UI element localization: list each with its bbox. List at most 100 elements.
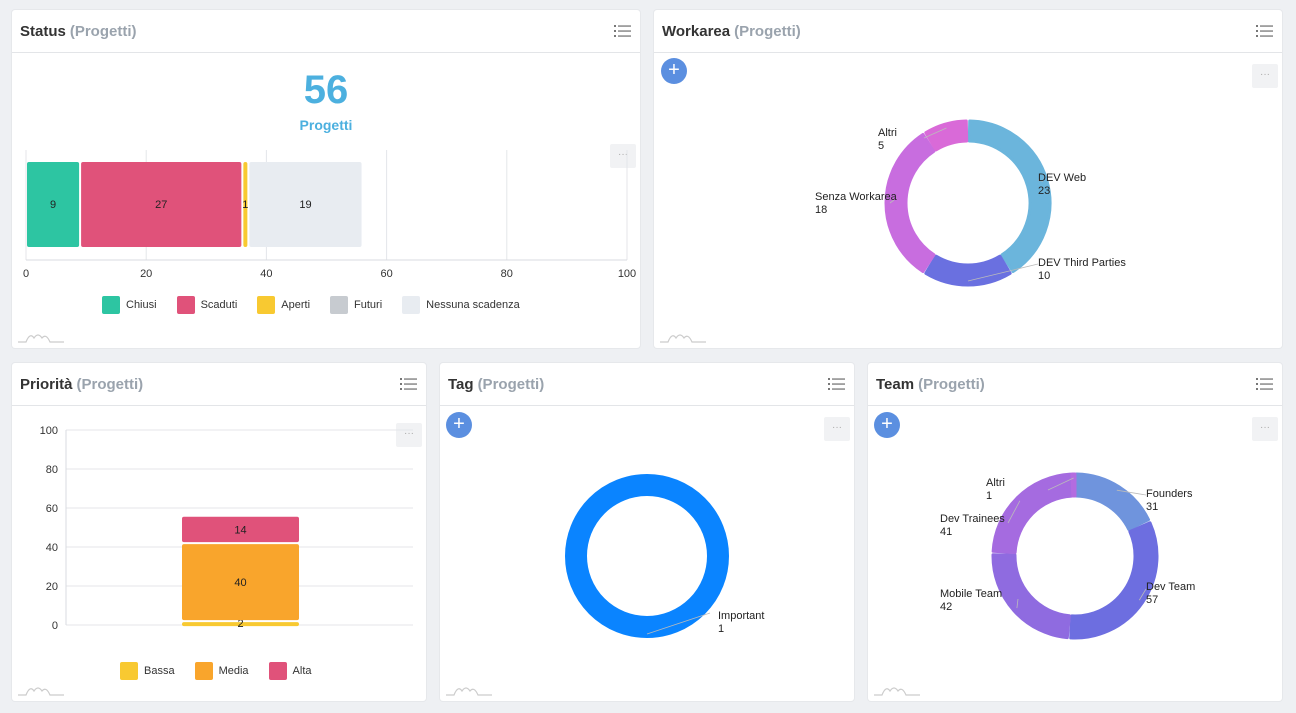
legend-label: Scaduti (200, 299, 238, 311)
sparkline-icon (874, 687, 920, 696)
bar-nessuna-scadenza (249, 162, 362, 247)
tag-title-text: Tag (448, 375, 474, 393)
slice-mobile-team (991, 553, 1071, 640)
tag-add-button[interactable]: + (446, 412, 472, 438)
y-tick-label: 60 (46, 503, 58, 515)
legend-item-futuri[interactable]: Futuri (330, 296, 382, 314)
slice-value-dev-team: 57 (1146, 594, 1158, 606)
legend-item-media[interactable]: Media (194, 662, 249, 680)
x-tick-label: 100 (618, 268, 636, 280)
priorita-more-button[interactable]: ··· (396, 423, 422, 447)
legend-swatch (257, 296, 276, 314)
status-title: Status (Progetti) (20, 23, 137, 40)
bar-media (182, 544, 299, 621)
tag-card: Tag (Progetti) + ··· Important 1 (440, 363, 854, 701)
team-title-text: Team (876, 375, 915, 393)
list-menu-icon[interactable] (828, 377, 846, 391)
legend-label: Media (218, 665, 249, 677)
slice-dev-trainees (991, 472, 1074, 555)
slice-altri (1070, 472, 1077, 498)
legend-swatch (102, 296, 120, 314)
status-card: Status (Progetti) 56 Progetti ··· 0 20 40 60… (12, 10, 640, 348)
y-tick-label: 20 (46, 581, 58, 593)
list-menu-icon[interactable] (1256, 24, 1274, 38)
sparkline-icon (660, 334, 706, 343)
priorita-legend: Bassa Media Alta (120, 662, 312, 680)
list-menu-icon[interactable] (614, 24, 632, 38)
slice-dev-third-parties (924, 254, 1012, 287)
slice-value-dev-third-parties: 10 (1038, 270, 1050, 282)
status-header: Status (Progetti) (12, 10, 640, 53)
label-connector (1016, 598, 1019, 609)
label-connector (1116, 489, 1147, 496)
workarea-header: Workarea (Progetti) (654, 10, 1282, 53)
slice-value-senza-workarea: 18 (815, 204, 827, 216)
legend-label: Chiusi (126, 299, 157, 311)
sparkline-icon (446, 687, 492, 696)
priorita-header: Priorità (Progetti) (12, 363, 426, 406)
legend-swatch (176, 296, 195, 314)
y-tick-label: 100 (40, 425, 58, 437)
team-subtitle: (Progetti) (918, 375, 985, 393)
sparkline-icon (18, 687, 64, 696)
list-menu-icon[interactable] (400, 377, 418, 391)
label-connector (646, 612, 711, 635)
slice-label-important: Important (718, 610, 764, 622)
legend-swatch (194, 662, 213, 680)
bar-label-chiusi: 9 (50, 199, 56, 211)
label-connector (967, 263, 1039, 282)
slice-label-altri: Altri (878, 127, 897, 139)
slice-value-dev-trainees: 41 (940, 526, 952, 538)
team-title: Team (Progetti) (876, 376, 985, 393)
slice-label-dev-trainees: Dev Trainees (940, 513, 1005, 525)
slice-founders (1074, 472, 1151, 531)
legend-item-aperti[interactable]: Aperti (257, 296, 310, 314)
list-menu-icon[interactable] (1256, 377, 1274, 391)
x-tick-label: 60 (380, 268, 392, 280)
slice-label-dev-third-parties: DEV Third Parties (1038, 257, 1126, 269)
bar-label-aperti: 1 (242, 199, 248, 211)
slice-value-mobile-team: 42 (940, 601, 952, 613)
sparkline-icon (18, 334, 64, 343)
label-connector (1047, 477, 1074, 491)
team-more-button[interactable]: ··· (1252, 417, 1278, 441)
legend-item-chiusi[interactable]: Chiusi (102, 296, 157, 314)
workarea-add-button[interactable]: + (661, 58, 687, 84)
workarea-title-text: Workarea (662, 22, 731, 40)
bar-label-media: 40 (234, 577, 246, 589)
slice-value-founders: 31 (1146, 501, 1158, 513)
tag-title: Tag (Progetti) (448, 376, 544, 393)
slice-value-altri: 1 (986, 490, 992, 502)
legend-item-bassa[interactable]: Bassa (120, 662, 175, 680)
workarea-title: Workarea (Progetti) (662, 23, 801, 40)
label-connector (923, 127, 947, 139)
legend-label: Nessuna scadenza (426, 299, 520, 311)
slice-label-altri: Altri (986, 477, 1005, 489)
legend-label: Alta (292, 665, 312, 677)
bar-bassa (182, 622, 299, 627)
slice-label-mobile-team: Mobile Team (940, 588, 1002, 600)
slice-dev-team (1069, 521, 1159, 640)
tag-more-button[interactable]: ··· (824, 417, 850, 441)
legend-item-alta[interactable]: Alta (268, 662, 312, 680)
slice-value-important: 1 (718, 623, 724, 635)
status-subtitle: (Progetti) (69, 22, 137, 40)
legend-item-nessuna-scadenza[interactable]: Nessuna scadenza (402, 296, 520, 314)
workarea-more-button[interactable]: ··· (1252, 64, 1278, 88)
bar-scaduti (81, 162, 242, 247)
legend-swatch (268, 662, 287, 680)
status-more-button[interactable]: ··· (610, 144, 636, 168)
label-connector (1037, 179, 1044, 182)
team-add-button[interactable]: + (874, 412, 900, 438)
priorita-subtitle: (Progetti) (76, 375, 144, 393)
slice-label-founders: Founders (1146, 488, 1193, 500)
team-card: Team (Progetti) + ··· Founders 31 Dev Team 5… (868, 363, 1282, 701)
status-total-label: Progetti (299, 117, 353, 133)
x-tick-label: 80 (501, 268, 513, 280)
legend-item-scaduti[interactable]: Scaduti (176, 296, 238, 314)
slice-label-senza-workarea: Senza Workarea (815, 191, 898, 203)
legend-label: Bassa (144, 665, 175, 677)
